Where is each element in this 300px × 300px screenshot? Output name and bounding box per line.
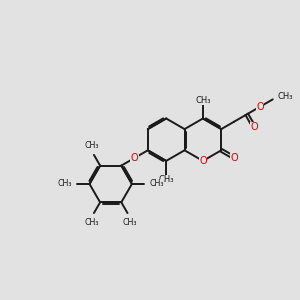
- Text: O: O: [199, 156, 207, 166]
- Text: O: O: [231, 153, 238, 163]
- Text: CH₃: CH₃: [150, 179, 164, 188]
- Text: O: O: [131, 153, 138, 163]
- Text: CH₃: CH₃: [84, 218, 98, 226]
- Text: CH₃: CH₃: [123, 218, 137, 226]
- Text: O: O: [256, 102, 264, 112]
- Text: O: O: [250, 122, 258, 132]
- Text: CH₃: CH₃: [278, 92, 293, 101]
- Text: CH₃: CH₃: [57, 179, 72, 188]
- Text: CH₃: CH₃: [84, 141, 98, 150]
- Text: CH₃: CH₃: [195, 96, 211, 105]
- Text: CH₃: CH₃: [158, 175, 174, 184]
